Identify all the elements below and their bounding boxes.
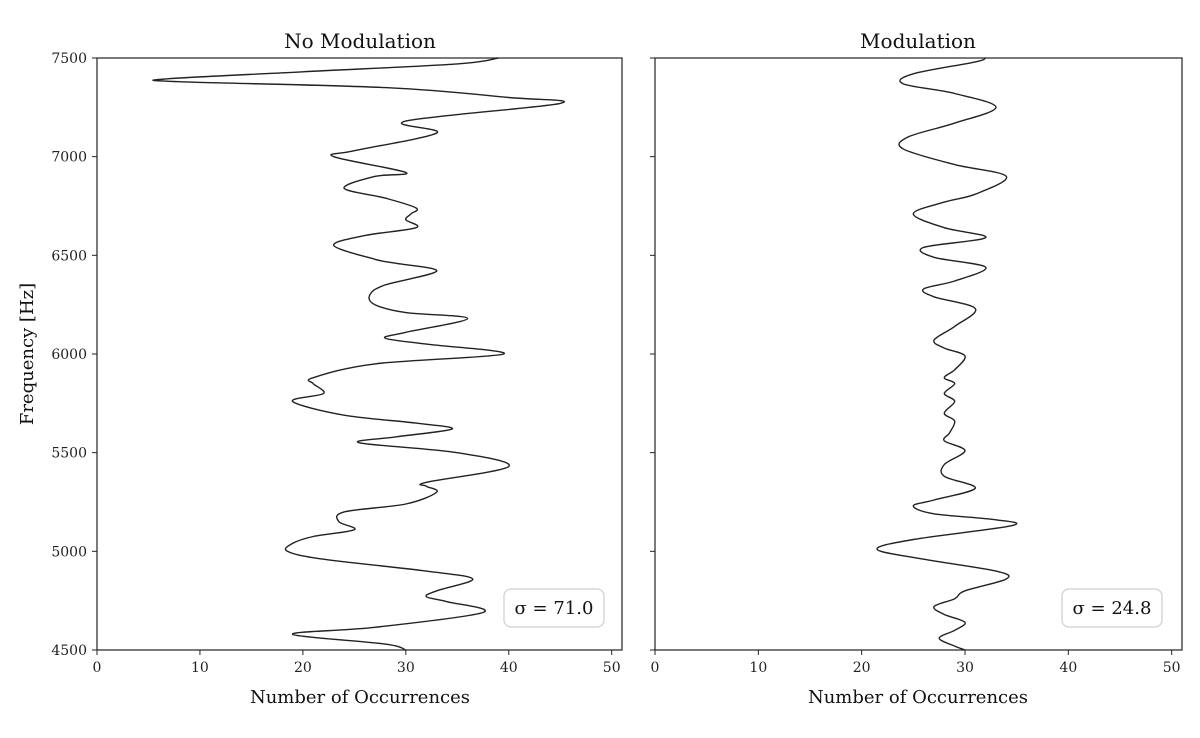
annotation-box-right: σ = 24.8: [1061, 588, 1163, 628]
chart-panel-left: No Modulation 0 10 20 30 40 50 4500 5000 5500 600…: [17, 29, 623, 708]
x-tick-label-right: 10: [749, 660, 767, 676]
annotation-text-left: σ = 71.0: [515, 598, 594, 619]
x-tick-label-right: 30: [956, 660, 974, 676]
x-axis-label-right: Number of Occurrences: [808, 687, 1028, 708]
y-tick-label: 7000: [51, 150, 87, 166]
x-tick-label-right: 0: [651, 660, 660, 676]
x-tick-label-left: 10: [191, 660, 209, 676]
y-axis-label: Frequency [Hz]: [17, 283, 38, 425]
annotation-frame-right: [1061, 588, 1163, 628]
y-tick-label: 5000: [51, 544, 87, 560]
y-tick-label: 5500: [51, 446, 87, 462]
annotation-box-left: σ = 71.0: [503, 588, 605, 628]
y-tick-label: 4500: [51, 643, 87, 659]
x-tick-label-right: 50: [1163, 660, 1181, 676]
chart-title-left: No Modulation: [284, 29, 436, 53]
x-tick-label-left: 30: [397, 660, 415, 676]
annotation-frame-left: [503, 588, 605, 628]
series-line-left: [152, 57, 565, 651]
x-tick-label-right: 40: [1059, 660, 1077, 676]
chart-panel-right: Modulation 0 10 20 30 40 50 Number of Occurre…: [650, 29, 1183, 708]
y-tick-label: 7500: [51, 51, 87, 67]
chart-title-right: Modulation: [860, 29, 976, 53]
x-tick-label-left: 0: [93, 660, 102, 676]
y-tick-label: 6000: [51, 347, 87, 363]
ticks-right: 0 10 20 30 40 50: [650, 57, 1181, 676]
x-tick-label-left: 20: [294, 660, 312, 676]
series-line-right: [876, 57, 1018, 651]
x-tick-label-left: 40: [500, 660, 518, 676]
y-tick-label: 6500: [51, 248, 87, 264]
x-tick-label-left: 50: [603, 660, 621, 676]
x-axis-label-left: Number of Occurrences: [250, 687, 470, 708]
x-tick-label-right: 20: [853, 660, 871, 676]
annotation-text-right: σ = 24.8: [1073, 598, 1152, 619]
ticks-left: 0 10 20 30 40 50 4500 5000 5500 6000 6500 7000 7500: [51, 51, 620, 676]
